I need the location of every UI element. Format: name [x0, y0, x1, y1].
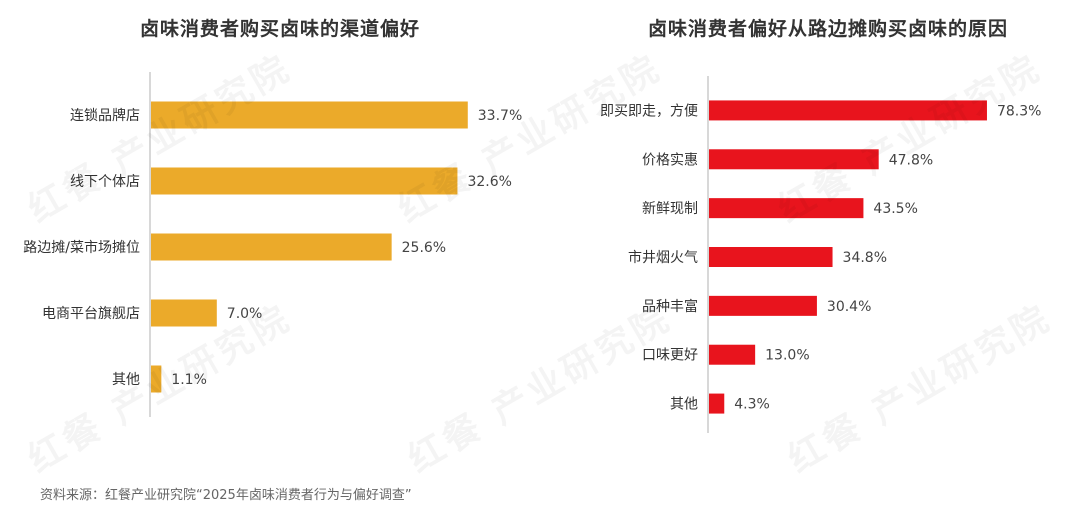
category-label: 口味更好: [642, 348, 698, 364]
source-note: 资料来源：红餐产业研究院“2025年卤味消费者行为与偏好调查”: [40, 488, 412, 503]
bar: [151, 233, 392, 261]
value-label: 78.3%: [997, 103, 1041, 119]
bar: [709, 100, 987, 121]
bar: [151, 299, 217, 327]
category-label: 其他: [670, 397, 698, 413]
bar: [709, 198, 864, 219]
chart-title: 卤味消费者偏好从路边摊购买卤味的原因: [648, 18, 1009, 40]
value-label: 33.7%: [478, 108, 522, 124]
bar: [709, 149, 879, 170]
value-label: 47.8%: [889, 152, 933, 168]
category-label: 新鲜现制: [642, 201, 698, 217]
category-label: 市井烟火气: [628, 249, 698, 266]
bar: [709, 247, 833, 267]
category-label: 其他: [112, 372, 140, 388]
category-label: 价格实惠: [642, 152, 698, 168]
value-label: 34.8%: [843, 250, 887, 266]
channel-preference-plot: 连锁品牌店 33.7% 线下个体店 32.6% 路边摊/菜市场摊位 25.6% 电商平台旗舰…: [23, 72, 522, 417]
value-label: 4.3%: [734, 397, 770, 413]
bar: [709, 393, 725, 414]
category-label: 路边摊/菜市场摊位: [23, 239, 140, 256]
value-label: 43.5%: [873, 201, 917, 217]
bar: [709, 344, 756, 365]
bar: [709, 295, 817, 316]
value-label: 25.6%: [402, 240, 446, 256]
channel-preference-chart: 卤味消费者购买卤味的渠道偏好 连锁品牌店 33.7% 线下个体店 32.6% 路边摊/菜…: [23, 18, 522, 417]
category-label: 品种丰富: [642, 298, 698, 315]
value-label: 13.0%: [765, 348, 809, 364]
value-label: 30.4%: [827, 299, 871, 315]
category-label: 线下个体店: [70, 174, 140, 190]
category-label: 连锁品牌店: [70, 107, 140, 124]
chart-title: 卤味消费者购买卤味的渠道偏好: [140, 18, 421, 40]
bar: [151, 167, 458, 195]
category-label: 即买即走，方便: [600, 103, 698, 119]
roadside-reason-plot: 即买即走，方便 78.3% 价格实惠 47.8% 新鲜现制 43.5% 市井烟火气 34.8%…: [600, 76, 1041, 433]
value-label: 7.0%: [227, 306, 263, 322]
bar: [151, 101, 468, 129]
bar: [151, 365, 162, 393]
value-label: 32.6%: [467, 174, 511, 190]
value-label: 1.1%: [171, 372, 207, 388]
category-label: 电商平台旗舰店: [42, 306, 140, 322]
roadside-reason-chart: 卤味消费者偏好从路边摊购买卤味的原因 即买即走，方便 78.3% 价格实惠 47.8%…: [560, 0, 1080, 470]
